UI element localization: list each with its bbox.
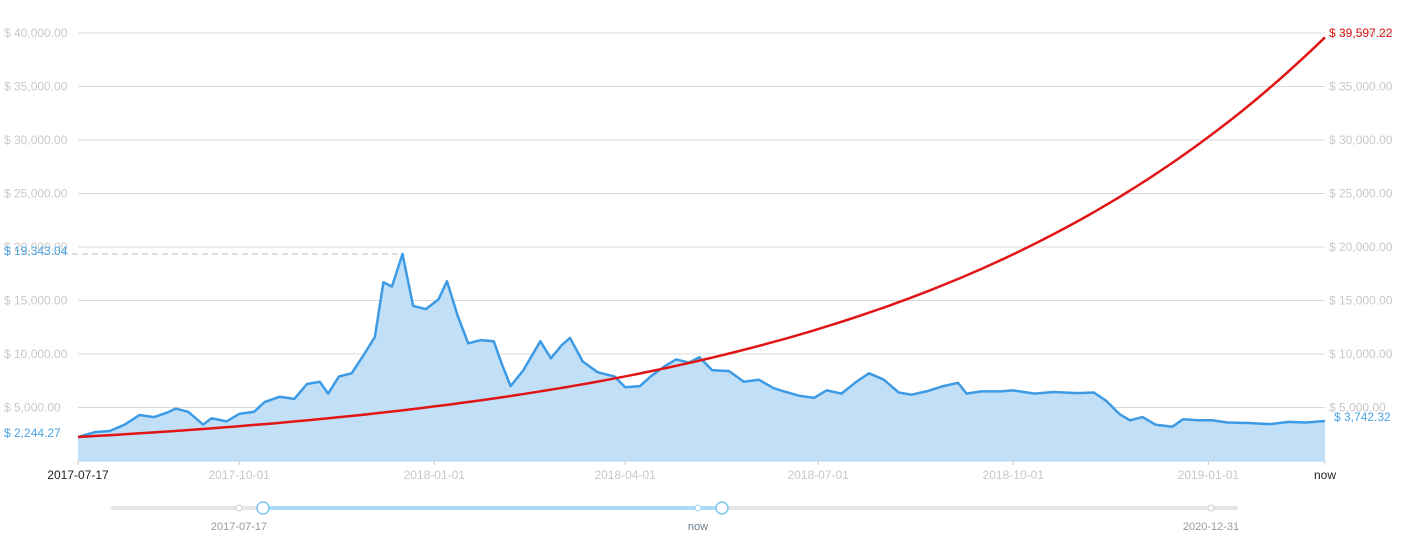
y-axis-right: $ 5,000.00 $ 10,000.00 $ 15,000.00 $ 20,000… bbox=[1329, 26, 1393, 415]
current-value-label: $ 3,742.32 bbox=[1334, 410, 1391, 424]
x-tick-label: 2018-07-01 bbox=[787, 468, 849, 482]
projection-line bbox=[77, 36, 1326, 439]
peak-value-label: $ 19,343.04 bbox=[4, 244, 68, 258]
x-tick-label: 2018-01-01 bbox=[404, 468, 466, 482]
start-value-label: $ 2,244.27 bbox=[4, 426, 61, 440]
projection-curve bbox=[77, 36, 1326, 439]
y-tick-label-right: $ 5,000.00 bbox=[1329, 401, 1386, 415]
y-tick-label-right: $ 40,000.00 bbox=[1329, 26, 1393, 40]
y-tick-label-right: $ 20,000.00 bbox=[1329, 240, 1393, 254]
slider-tick-end bbox=[1207, 504, 1215, 512]
grid-lines bbox=[78, 32, 1325, 408]
x-tick-label: now bbox=[1314, 468, 1336, 482]
y-tick-label: $ 30,000.00 bbox=[4, 133, 68, 147]
x-tick-label: 2018-04-01 bbox=[594, 468, 656, 482]
slider-handle-left[interactable] bbox=[256, 501, 270, 515]
price-line bbox=[77, 252, 1326, 439]
slider-start-label: 2017-07-17 bbox=[211, 521, 267, 533]
y-tick-label: $ 10,000.00 bbox=[4, 347, 68, 361]
price-area bbox=[77, 252, 1326, 462]
slider-handle-right[interactable] bbox=[715, 501, 729, 515]
slider-tick-start bbox=[235, 504, 243, 512]
projection-value-label: $ 39,597.22 bbox=[1329, 26, 1393, 40]
x-tick-label: 2017-07-17 bbox=[47, 468, 109, 482]
slider-now-label: now bbox=[688, 521, 708, 533]
slider-end-label: 2020-12-31 bbox=[1183, 521, 1239, 533]
y-tick-label: $ 5,000.00 bbox=[4, 401, 61, 415]
y-tick-label: $ 40,000.00 bbox=[4, 26, 68, 40]
x-axis: 2017-07-17 2017-10-01 2018-01-01 2018-04-01… bbox=[47, 461, 1336, 482]
y-tick-label-right: $ 10,000.00 bbox=[1329, 347, 1393, 361]
x-tick-label: 2018-10-01 bbox=[983, 468, 1045, 482]
y-tick-label: $ 25,000.00 bbox=[4, 187, 68, 201]
y-tick-label-right: $ 30,000.00 bbox=[1329, 133, 1393, 147]
y-tick-label-right: $ 15,000.00 bbox=[1329, 294, 1393, 308]
y-axis-left: $ 5,000.00 $ 10,000.00 $ 15,000.00 $ 20,000… bbox=[4, 26, 68, 415]
price-area-fill bbox=[78, 254, 1325, 461]
y-tick-label: $ 20,000.00 bbox=[4, 240, 68, 254]
y-tick-label: $ 35,000.00 bbox=[4, 80, 68, 94]
slider-tick-now bbox=[694, 504, 702, 512]
x-tick-label: 2019-01-01 bbox=[1178, 468, 1240, 482]
x-tick-label: 2017-10-01 bbox=[208, 468, 270, 482]
range-slider[interactable]: 2017-07-17 now 2020-12-31 bbox=[111, 501, 1239, 533]
y-tick-label: $ 15,000.00 bbox=[4, 294, 68, 308]
y-tick-label-right: $ 25,000.00 bbox=[1329, 187, 1393, 201]
y-tick-label-right: $ 35,000.00 bbox=[1329, 80, 1393, 94]
